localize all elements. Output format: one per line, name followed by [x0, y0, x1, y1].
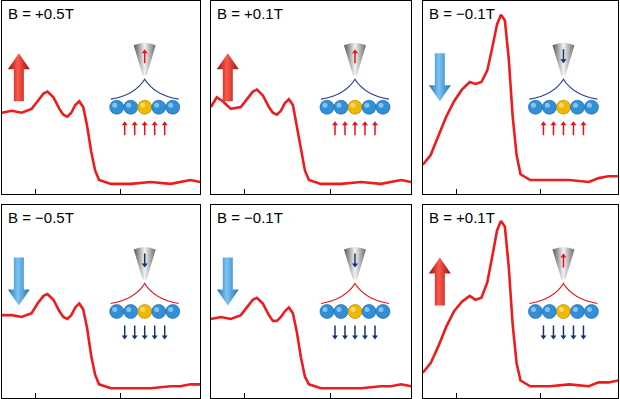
svg-text:B = +0.5T: B = +0.5T — [8, 5, 74, 22]
svg-text:B = +0.1T: B = +0.1T — [429, 209, 495, 226]
svg-text:B = −0.1T: B = −0.1T — [217, 209, 283, 226]
svg-text:B = −0.1T: B = −0.1T — [429, 5, 495, 22]
svg-text:B = +0.1T: B = +0.1T — [217, 5, 283, 22]
svg-text:B = −0.5T: B = −0.5T — [8, 209, 74, 226]
